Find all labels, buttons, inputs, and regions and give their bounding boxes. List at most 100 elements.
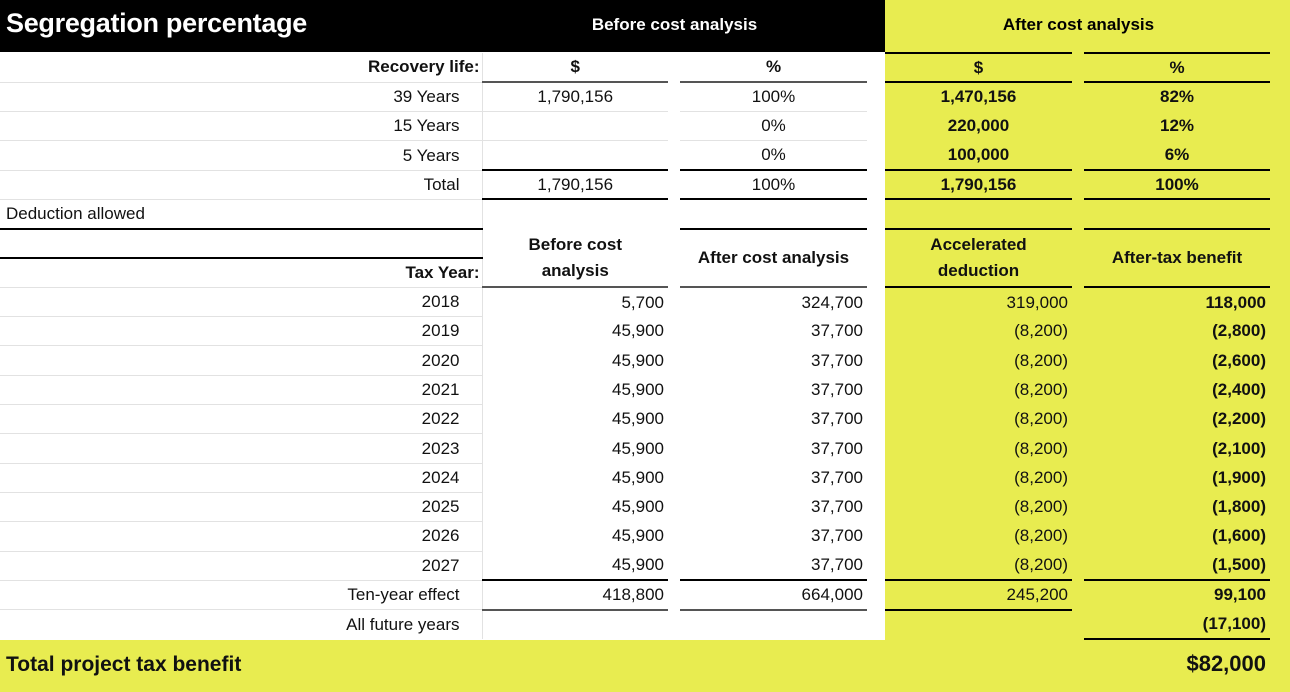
tax-year: 2025 (0, 492, 482, 523)
spacer (1270, 522, 1290, 551)
tax-year-row: 2019 45,900 37,700 (8,200) (2,800) (0, 316, 1290, 347)
before-percent: 100% (680, 170, 867, 201)
spacer (867, 492, 885, 521)
tax-year: 2020 (0, 345, 482, 376)
tax-year-row: 2027 45,900 37,700 (8,200) (1,500) (0, 551, 1290, 582)
after-analysis-heading: After cost analysis (1002, 15, 1155, 34)
accelerated-deduction: (8,200) (1014, 350, 1068, 370)
before-deduction: 45,900 (481, 345, 668, 376)
recovery-life-label: Recovery life: (0, 53, 482, 83)
spacer (1270, 199, 1290, 228)
spacer (867, 463, 885, 492)
spacer (1270, 610, 1290, 639)
spacer (867, 112, 885, 141)
spacer (867, 580, 885, 609)
after-percent: 82% (1159, 87, 1195, 107)
spacer (1072, 492, 1084, 521)
after-amount: 220,000 (947, 116, 1010, 136)
spacer (867, 610, 885, 639)
spacer (1270, 346, 1290, 375)
ten-year-before: 418,800 (481, 580, 668, 611)
recovery-life-label: Total (0, 170, 482, 200)
spacer (1270, 551, 1290, 580)
after-tax-benefit-header: After-tax benefit (1084, 228, 1270, 289)
spacer (867, 170, 885, 199)
after-tax-benefit: (1,900) (1212, 467, 1266, 487)
after-amount-header: $ (885, 51, 1072, 84)
spacer (867, 405, 885, 434)
ten-year-benefit: 99,100 (1214, 585, 1266, 605)
spacer (867, 346, 885, 375)
spacer (668, 580, 680, 609)
spacer (1270, 170, 1290, 199)
accelerated-deduction: (8,200) (1014, 379, 1068, 399)
after-deduction: 37,700 (680, 551, 867, 582)
before-percent-header: % (680, 53, 867, 84)
spacer (867, 522, 885, 551)
spacer (680, 199, 867, 230)
after-tax-benefit: (2,400) (1212, 379, 1266, 399)
ten-year-after: 664,000 (680, 580, 867, 611)
after-tax-benefit: 118,000 (1205, 292, 1266, 312)
after-percent: 12% (1159, 116, 1195, 136)
spacer (668, 170, 680, 199)
before-percent: 100% (680, 82, 867, 113)
spacer (1072, 199, 1084, 228)
recovery-life-label: 39 Years (0, 82, 482, 113)
after-amount: 1,470,156 (940, 87, 1017, 107)
future-years-label: All future years (346, 614, 460, 634)
after-deduction: 37,700 (811, 409, 863, 429)
spacer (867, 141, 885, 170)
ten-year-effect-row: Ten-year effect 418,800 664,000 245,200 99,1… (0, 580, 1290, 611)
tax-year: 2022 (0, 404, 482, 435)
spacer (867, 82, 885, 111)
segregation-row: 5 Years 0% 100,000 6% (0, 140, 1290, 172)
spacer (668, 551, 680, 580)
spacer (481, 609, 668, 639)
tax-year: 2023 (0, 433, 482, 464)
tax-year-row: 2020 45,900 37,700 (8,200) (2,600) (0, 345, 1290, 376)
segregation-row: 15 Years 0% 220,000 12% (0, 111, 1290, 142)
spacer (1270, 287, 1290, 316)
tax-year: 2027 (0, 551, 482, 581)
spacer (1270, 580, 1290, 609)
future-years-row: All future years (17,100) (0, 609, 1290, 640)
after-tax-benefit: (2,800) (1212, 321, 1266, 341)
tax-year-row: 2022 45,900 37,700 (8,200) (2,200) (0, 404, 1290, 435)
ten-year-effect-label: Ten-year effect (0, 580, 482, 611)
after-deduction: 37,700 (811, 497, 863, 517)
spacer (481, 199, 668, 229)
after-deduction: 37,700 (811, 526, 863, 546)
spacer (1072, 82, 1084, 111)
after-tax-benefit: (2,100) (1212, 438, 1266, 458)
spacer (1072, 463, 1084, 492)
header-bar (0, 0, 885, 52)
spacer (1270, 375, 1290, 404)
spacer (1072, 375, 1084, 404)
total-benefit-value: $82,000 (1186, 651, 1266, 676)
spacer (1270, 492, 1290, 521)
cost-segregation-table: Recovery life: $ % $ % 39 Years 1,790,156… (0, 51, 1290, 640)
tax-year: 2018 (0, 287, 482, 318)
spacer (867, 199, 885, 228)
spacer (668, 287, 680, 316)
before-analysis-column-header: Before cost analysis (481, 228, 668, 289)
spacer (668, 492, 680, 521)
spacer (680, 610, 867, 639)
spacer (867, 229, 885, 288)
spacer (1270, 141, 1290, 170)
after-tax-benefit: (1,800) (1212, 497, 1266, 517)
tax-year: 2021 (0, 375, 482, 406)
spacer (1072, 610, 1084, 639)
tax-year-row: 2026 45,900 37,700 (8,200) (1,600) (0, 521, 1290, 552)
total-band (0, 640, 1290, 692)
before-amount: 1,790,156 (481, 170, 668, 201)
spacer (1270, 229, 1290, 288)
after-tax-benefit: (1,600) (1212, 526, 1266, 546)
spacer (668, 463, 680, 492)
total-benefit-label: Total project tax benefit (6, 653, 242, 676)
spacer (867, 287, 885, 316)
future-years-benefit: (17,100) (1084, 609, 1270, 640)
after-deduction: 37,700 (811, 379, 863, 399)
spacer (668, 317, 680, 346)
